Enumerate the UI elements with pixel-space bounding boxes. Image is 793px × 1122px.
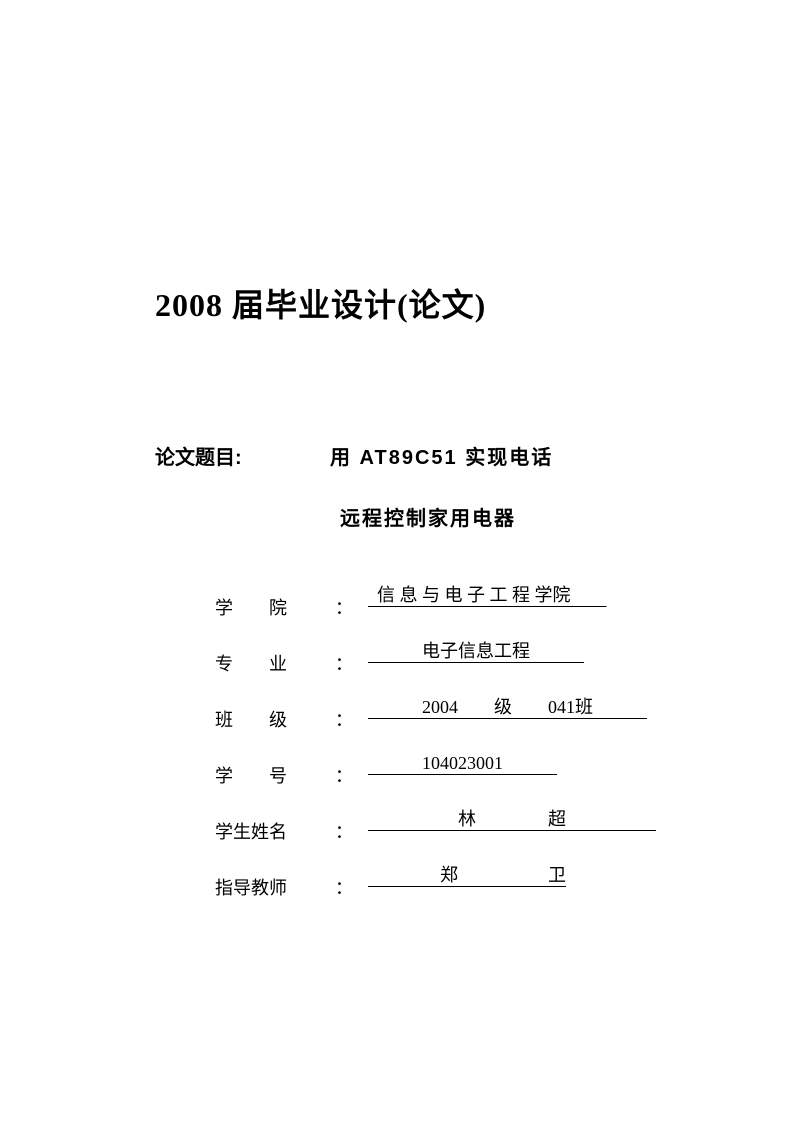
field-label: 指导教师 xyxy=(215,856,335,900)
field-label: 专 业 xyxy=(215,632,335,676)
field-value: 信 息 与 电 子 工 程 学院 xyxy=(368,576,628,616)
colon: ： xyxy=(335,856,353,900)
field-value: 2004 级 041班 xyxy=(368,688,628,728)
colon: ： xyxy=(335,688,353,732)
field-student-name: 学生姓名 ： 林 超 xyxy=(215,800,693,844)
info-table: 学 院 ： 信 息 与 电 子 工 程 学院 专 业 ： 电子信息工程 班 级 … xyxy=(215,576,693,900)
topic-label: 论文题目: xyxy=(155,441,330,470)
colon: ： xyxy=(335,744,353,788)
field-value: 林 超 xyxy=(368,800,628,840)
main-title: 2008 届毕业设计(论文) xyxy=(155,280,693,326)
colon: ： xyxy=(335,576,353,620)
field-label: 学 号 xyxy=(215,744,335,788)
topic-row: 论文题目: 用 AT89C51 实现电话 xyxy=(155,441,693,470)
topic-value-line2: 远程控制家用电器 xyxy=(340,502,693,531)
field-major: 专 业 ： 电子信息工程 xyxy=(215,632,693,676)
topic-value-line1: 用 AT89C51 实现电话 xyxy=(330,441,553,470)
field-advisor: 指导教师 ： 郑 卫 xyxy=(215,856,693,900)
field-label: 班 级 xyxy=(215,688,335,732)
topic-section: 论文题目: 用 AT89C51 实现电话 远程控制家用电器 xyxy=(155,441,693,531)
field-college: 学 院 ： 信 息 与 电 子 工 程 学院 xyxy=(215,576,693,620)
field-label: 学 院 xyxy=(215,576,335,620)
field-student-id: 学 号 ： 104023001 xyxy=(215,744,693,788)
field-value: 104023001 xyxy=(368,744,628,784)
colon: ： xyxy=(335,800,353,844)
field-label: 学生姓名 xyxy=(215,800,335,844)
field-value: 郑 卫 xyxy=(368,856,628,896)
colon: ： xyxy=(335,632,353,676)
field-value: 电子信息工程 xyxy=(368,632,628,672)
field-class: 班 级 ： 2004 级 041班 xyxy=(215,688,693,732)
thesis-cover-page: 2008 届毕业设计(论文) 论文题目: 用 AT89C51 实现电话 远程控制… xyxy=(0,0,793,900)
